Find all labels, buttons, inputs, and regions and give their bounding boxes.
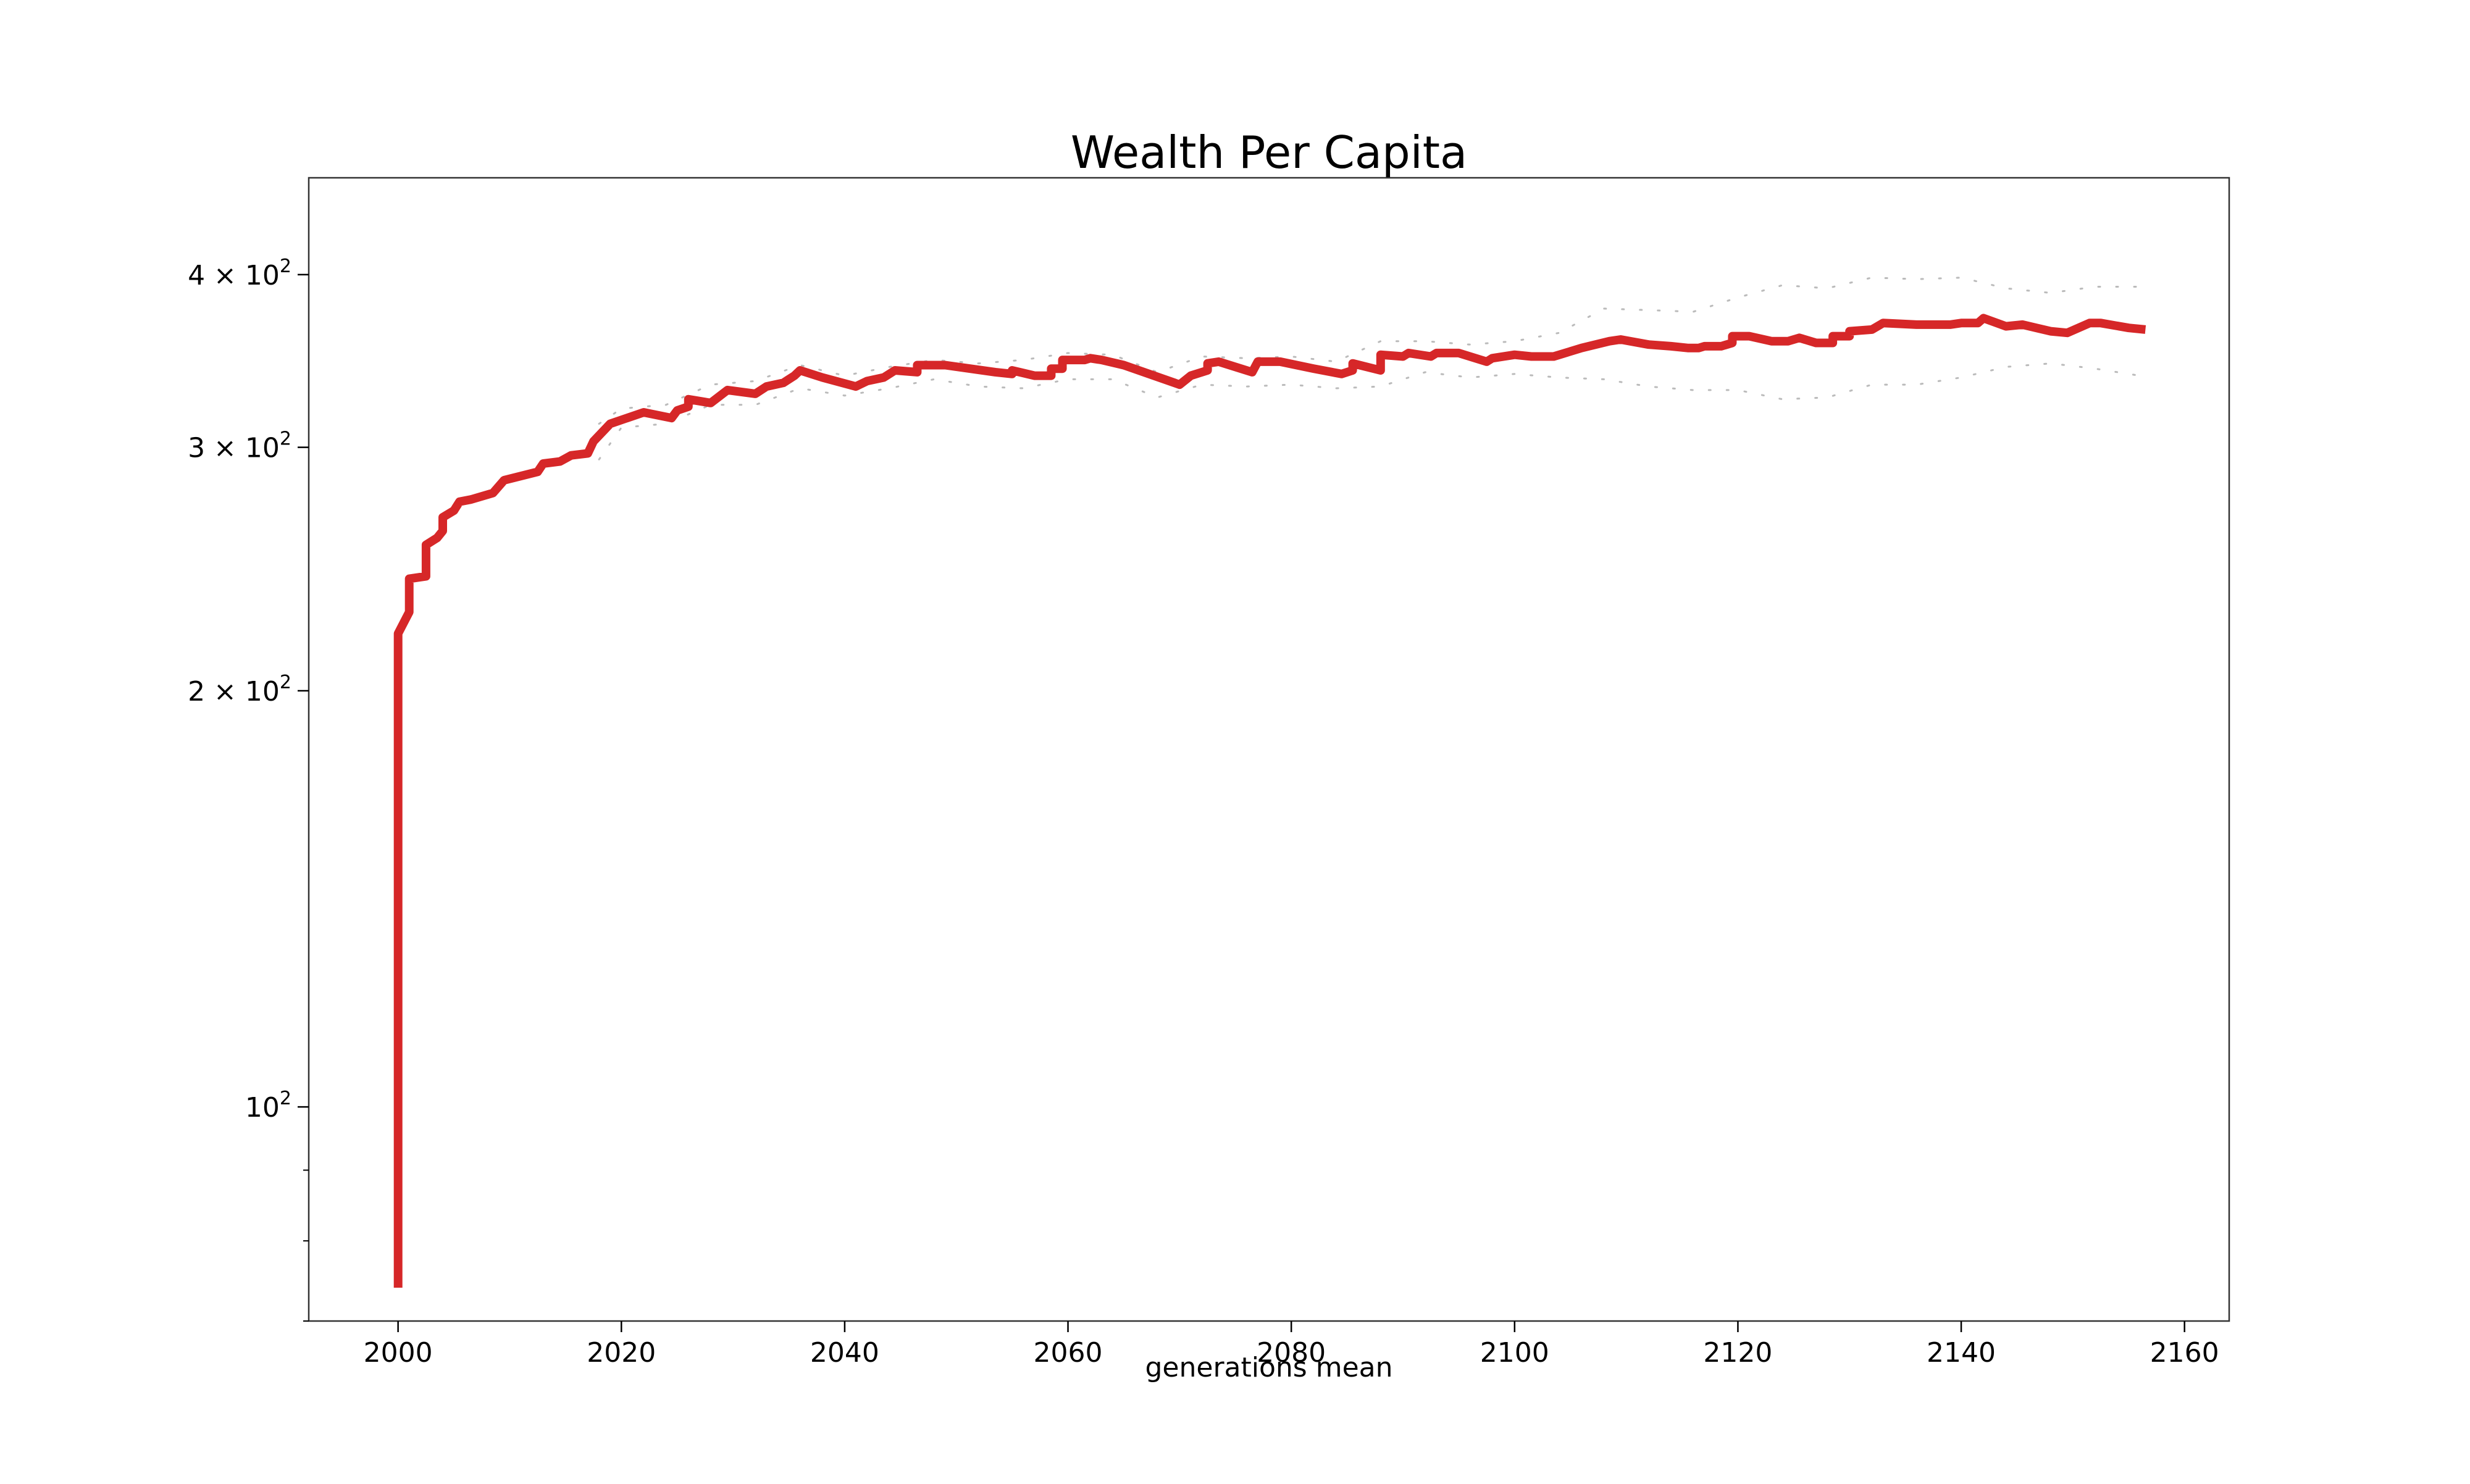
series-line-0: [393, 314, 2146, 1288]
x-tick-label: 2120: [1703, 1337, 1772, 1369]
x-axis: 2000 2020 2040 2060 2080 2100 2120 2140 2160: [364, 1321, 2219, 1369]
x-tick-label: 2040: [810, 1337, 879, 1369]
y-tick-label: 4 × 102: [188, 256, 291, 291]
x-tick-label: 2160: [2150, 1337, 2219, 1369]
x-tick-label: 2060: [1034, 1337, 1103, 1369]
series-layer: [393, 314, 2146, 1288]
y-tick-label: 102: [245, 1088, 291, 1123]
band-layer: [598, 277, 2141, 461]
x-tick-label: 2100: [1480, 1337, 1549, 1369]
y-tick-label: 3 × 102: [188, 428, 291, 464]
x-tick-label: 2000: [364, 1337, 433, 1369]
x-tick-label: 2080: [1257, 1337, 1326, 1369]
chart-title: Wealth Per Capita: [1071, 127, 1467, 178]
x-tick-label: 2020: [587, 1337, 656, 1369]
axes-frame: [308, 177, 2230, 1322]
x-axis-label: generations mean: [1145, 1352, 1393, 1383]
band-upper-line: [598, 277, 2141, 425]
plot-area: [309, 178, 2229, 1321]
x-tick-label: 2140: [1927, 1337, 1996, 1369]
y-axis: 102 2 × 102 3 × 102 4 × 102: [188, 256, 309, 1322]
y-tick-label: 2 × 102: [188, 672, 291, 707]
